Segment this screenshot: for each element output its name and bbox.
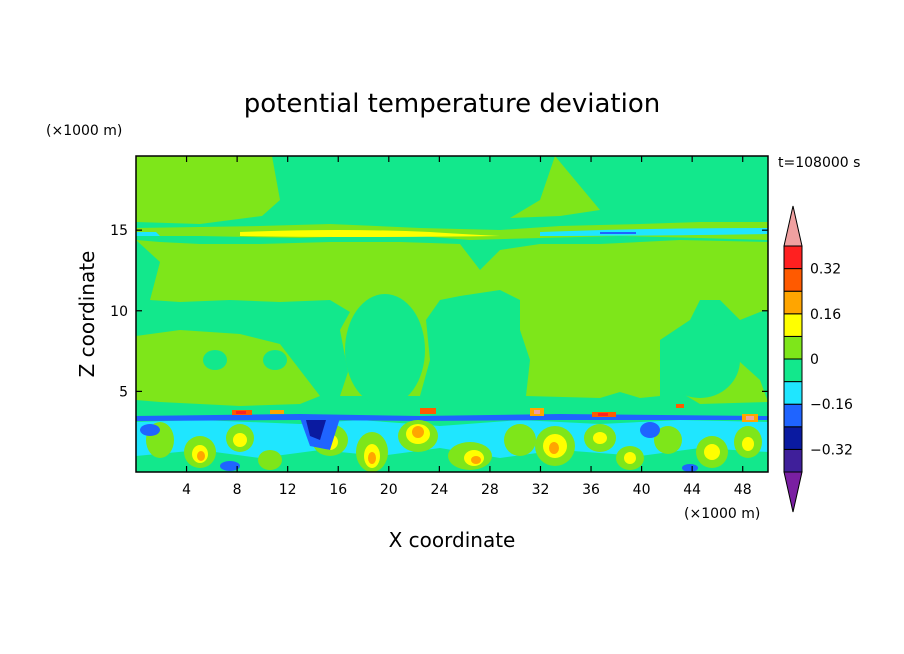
colorbar-bin xyxy=(783,335,803,360)
x-tick-label: 44 xyxy=(683,482,701,498)
colorbar-bin xyxy=(783,381,803,405)
colorbar-label: −0.32 xyxy=(810,442,853,458)
colorbar-bin xyxy=(783,245,803,270)
x-tick-label: 32 xyxy=(532,482,550,498)
x-tick-label: 24 xyxy=(430,482,448,498)
plot-frame xyxy=(135,155,769,473)
x-axis-label: X coordinate xyxy=(389,528,516,552)
y-tick-label: 5 xyxy=(119,384,128,400)
colorbar-extend-high xyxy=(783,205,803,247)
colorbar-label: −0.16 xyxy=(810,397,853,413)
x-tick-label: 12 xyxy=(279,482,297,498)
island-neutral-1 xyxy=(345,294,425,406)
x-tick-label: 4 xyxy=(182,482,191,498)
island-neutral-5 xyxy=(263,350,287,370)
island-neutral-2 xyxy=(432,295,508,395)
colorbar-bin xyxy=(783,448,803,473)
band-yellow-15km xyxy=(240,230,500,237)
colorbar: 0.32 0.16 0 −0.16 −0.32 xyxy=(783,205,853,513)
x-tick-label: 40 xyxy=(633,482,651,498)
band-cyan-left xyxy=(136,232,160,236)
downdrafts xyxy=(140,418,698,472)
colorbar-extend-low xyxy=(783,471,803,513)
heatmap-field xyxy=(136,156,768,472)
colorbar-label: 0.32 xyxy=(810,262,841,278)
inversion-speckles xyxy=(232,404,758,422)
region-positive-upper-right xyxy=(510,156,600,218)
x-axis-ticks: 4 8 12 16 20 24 28 32 36 40 44 48 xyxy=(182,156,752,498)
island-neutral-4 xyxy=(203,350,227,370)
time-label: t=108000 s xyxy=(778,155,860,171)
x-tick-label: 36 xyxy=(582,482,600,498)
y-tick-label: 10 xyxy=(110,304,128,320)
colorbar-label: 0.16 xyxy=(810,307,841,323)
x-tick-label: 20 xyxy=(380,482,398,498)
x-unit-label: (×1000 m) xyxy=(684,506,760,522)
x-tick-label: 16 xyxy=(329,482,347,498)
colorbar-bin xyxy=(783,268,803,292)
region-positive-mid xyxy=(136,240,768,398)
colorbar-label: 0 xyxy=(810,352,819,368)
y-tick-label: 15 xyxy=(110,223,128,239)
island-neutral-3 xyxy=(660,322,740,398)
y-axis-ticks: 5 10 15 xyxy=(110,223,768,400)
region-positive-upper-left xyxy=(136,156,280,224)
colorbar-bin xyxy=(783,426,803,450)
colorbar-bin xyxy=(783,403,803,428)
y-axis-label: Z coordinate xyxy=(75,251,99,378)
colorbar-bin xyxy=(783,290,803,315)
x-tick-label: 48 xyxy=(734,482,752,498)
x-tick-label: 8 xyxy=(233,482,242,498)
colorbar-bin xyxy=(783,358,803,383)
band-cyan-15km xyxy=(540,228,768,236)
chart-title: potential temperature deviation xyxy=(244,89,660,119)
colorbar-bin xyxy=(783,313,803,337)
region-positive-lower-left xyxy=(136,330,320,406)
band-blue-15km xyxy=(600,232,636,234)
y-unit-label: (×1000 m) xyxy=(46,123,122,139)
x-tick-label: 28 xyxy=(481,482,499,498)
